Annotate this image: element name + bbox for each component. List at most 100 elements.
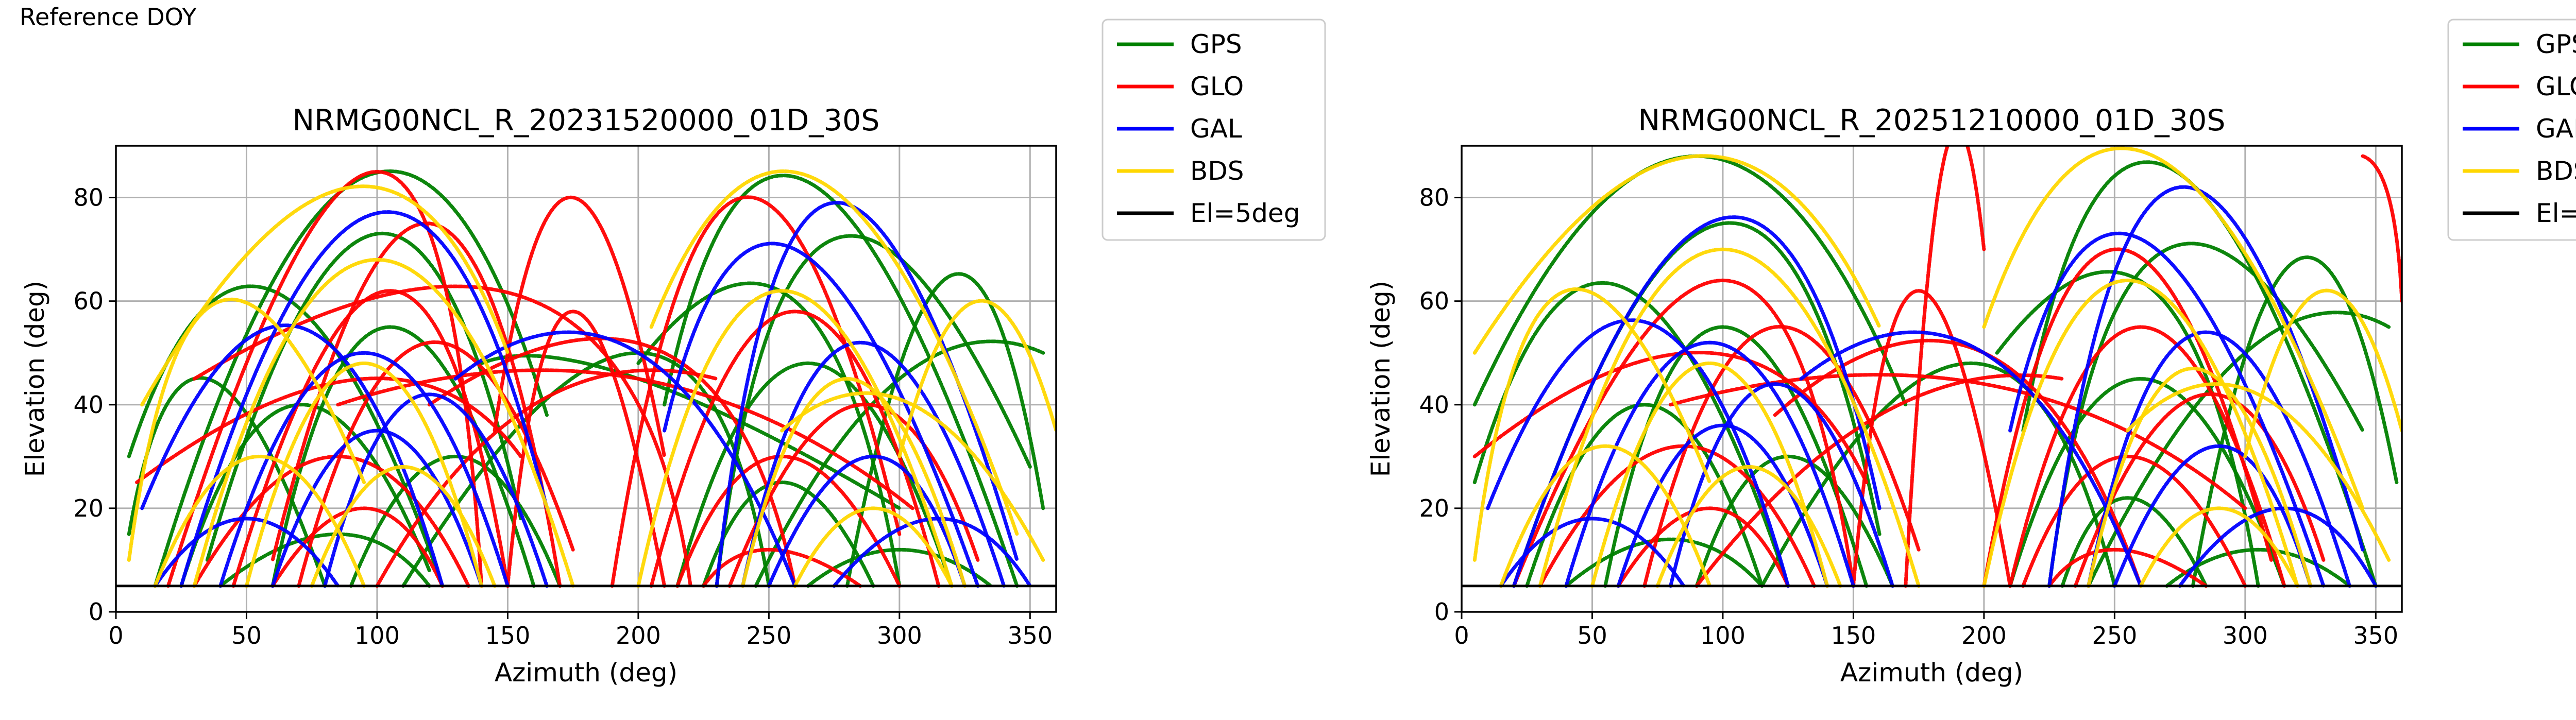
satellite-track bbox=[780, 391, 1045, 562]
satellite-track bbox=[2008, 325, 2286, 588]
satellite-track bbox=[297, 340, 575, 588]
x-tick-label: 50 bbox=[231, 622, 262, 649]
y-tick-label: 80 bbox=[1419, 184, 1449, 212]
satellite-track bbox=[649, 169, 1019, 536]
satellite-track bbox=[493, 195, 667, 458]
x-tick-label: 350 bbox=[1007, 622, 1053, 649]
x-tick-label: 0 bbox=[108, 622, 123, 649]
satellite-track bbox=[1669, 382, 1894, 588]
satellite-track bbox=[1472, 287, 1712, 562]
satellite-track bbox=[1472, 281, 1790, 588]
legend: GPS GLO GAL BDS El=5deg bbox=[2447, 19, 2576, 241]
satellite-track bbox=[1525, 403, 1764, 588]
plot-area bbox=[1462, 146, 2402, 588]
satellite-track bbox=[153, 517, 340, 588]
y-tick-label: 20 bbox=[73, 494, 104, 522]
satellite-track bbox=[1472, 351, 1869, 485]
satellite-track bbox=[2060, 496, 2208, 588]
satellite-track bbox=[1564, 537, 1764, 588]
satellite-track bbox=[2047, 547, 2208, 588]
satellite-track bbox=[636, 289, 954, 588]
chart-panel-1: 0 50 100 150 200 250 300 350 0 20 40 60 80 NRMG00NCL_… bbox=[20, 19, 1326, 688]
legend-label: GLO bbox=[2536, 72, 2576, 101]
legend-label: BDS bbox=[2536, 156, 2576, 186]
satellite-track bbox=[702, 547, 862, 588]
satellite-track bbox=[2139, 506, 2299, 588]
x-tick-label: 250 bbox=[746, 622, 791, 649]
satellite-track bbox=[2243, 288, 2402, 458]
legend: GPS GLO GAL BDS El=5deg bbox=[1101, 19, 1326, 241]
chart-panel-2: 0 50 100 150 200 250 300 350 0 20 40 60 80 NRMG00NCL_… bbox=[1366, 19, 2576, 688]
satellite-track bbox=[166, 169, 484, 588]
legend-label: GAL bbox=[2536, 114, 2576, 144]
y-tick-label: 0 bbox=[1434, 598, 1449, 626]
satellite-track bbox=[767, 454, 967, 588]
y-tick-label: 80 bbox=[73, 184, 104, 212]
x-tick-label: 100 bbox=[354, 622, 400, 649]
satellite-track bbox=[649, 310, 941, 588]
satellite-track bbox=[1590, 361, 1829, 588]
satellite-track bbox=[663, 174, 1019, 588]
y-axis-label: Elevation (deg) bbox=[20, 281, 50, 477]
satellite-track bbox=[702, 481, 875, 588]
x-tick-label: 300 bbox=[2223, 622, 2268, 649]
satellite-track bbox=[1655, 465, 1842, 588]
series-bds bbox=[127, 169, 1056, 588]
series-glo bbox=[135, 169, 980, 588]
satellite-track bbox=[1851, 289, 2012, 588]
legend-label: GAL bbox=[1190, 114, 1242, 144]
satellite-track bbox=[323, 392, 549, 588]
y-axis-label: Elevation (deg) bbox=[1366, 281, 1396, 477]
satellite-track bbox=[1904, 146, 1986, 588]
satellite-track bbox=[179, 210, 549, 588]
satellite-track bbox=[1538, 247, 1921, 588]
satellite-track bbox=[2021, 160, 2378, 588]
satellite-track bbox=[2021, 454, 2247, 588]
satellite-track bbox=[727, 402, 980, 588]
axes-frame bbox=[1461, 145, 2403, 613]
satellite-track bbox=[2087, 330, 2352, 588]
y-tick-label: 40 bbox=[1419, 391, 1449, 419]
satellite-track bbox=[1982, 278, 2299, 588]
legend-box bbox=[1101, 19, 1326, 241]
satellite-track bbox=[2047, 242, 2365, 588]
satellite-track bbox=[427, 336, 797, 588]
satellite-track bbox=[1499, 444, 1712, 588]
satellite-track bbox=[245, 361, 484, 588]
satellite-track bbox=[1486, 318, 1790, 588]
satellite-track bbox=[897, 299, 1056, 458]
satellite-track bbox=[205, 231, 523, 562]
satellite-track bbox=[127, 297, 366, 562]
satellite-track bbox=[1669, 373, 2247, 510]
chart-title: NRMG00NCL_R_20251210000_01D_30S bbox=[1638, 104, 2226, 138]
satellite-track bbox=[153, 454, 366, 588]
satellite-track bbox=[336, 368, 914, 510]
y-tick-label: 0 bbox=[89, 598, 104, 626]
satellite-track bbox=[140, 323, 445, 588]
satellite-track bbox=[1694, 454, 1894, 588]
y-tick-label: 60 bbox=[1419, 287, 1449, 315]
legend-label: GPS bbox=[2536, 29, 2576, 59]
x-tick-label: 150 bbox=[1831, 622, 1876, 649]
satellite-track bbox=[741, 376, 967, 588]
satellite-track bbox=[1472, 154, 1882, 355]
axes-frame bbox=[115, 145, 1057, 613]
legend-label: GLO bbox=[1190, 72, 1244, 101]
chart-title: NRMG00NCL_R_20231520000_01D_30S bbox=[293, 104, 880, 138]
satellite-track bbox=[1799, 330, 2143, 588]
y-tick-label: 40 bbox=[73, 391, 104, 419]
satellite-track bbox=[1982, 146, 2365, 510]
satellite-track bbox=[140, 184, 510, 407]
x-tick-label: 300 bbox=[877, 622, 922, 649]
y-tick-label: 20 bbox=[1419, 494, 1449, 522]
satellite-track bbox=[310, 465, 497, 588]
x-axis-label: Azimuth (deg) bbox=[1840, 658, 2023, 688]
satellite-track bbox=[1760, 361, 2116, 588]
satellite-track bbox=[1499, 517, 1686, 588]
satellite-track bbox=[754, 339, 1045, 588]
satellite-track bbox=[270, 506, 445, 588]
x-tick-label: 250 bbox=[2092, 622, 2137, 649]
satellite-track bbox=[192, 284, 692, 588]
series-bds bbox=[1472, 146, 2402, 588]
